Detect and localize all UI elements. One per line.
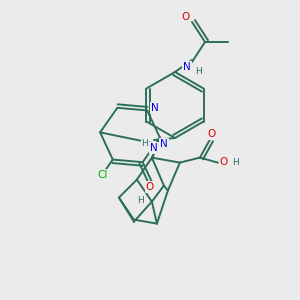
Text: N: N <box>151 103 159 113</box>
Text: H: H <box>196 68 202 76</box>
Text: H: H <box>137 196 144 206</box>
Text: H: H <box>142 139 148 148</box>
Text: N: N <box>183 62 191 72</box>
Text: O: O <box>146 182 154 192</box>
Text: Cl: Cl <box>97 169 107 180</box>
Text: H: H <box>232 158 239 167</box>
Text: N: N <box>150 143 158 153</box>
Text: O: O <box>208 129 216 139</box>
Text: O: O <box>182 12 190 22</box>
Text: N: N <box>160 139 168 148</box>
Text: O: O <box>220 157 228 166</box>
